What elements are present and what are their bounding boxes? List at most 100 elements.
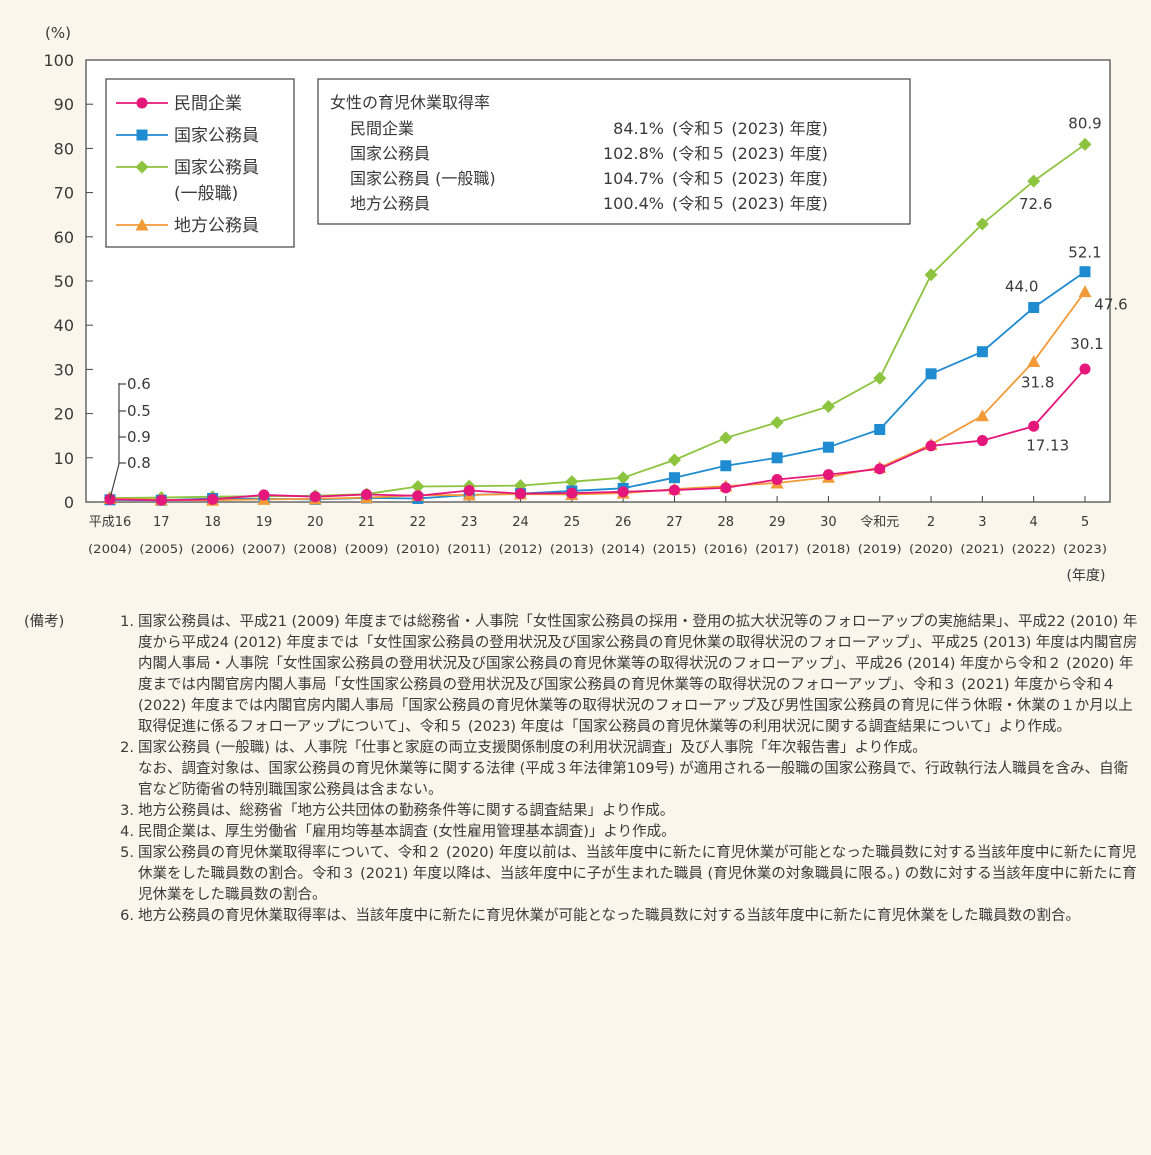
legend-label: 民間企業 (174, 94, 242, 114)
y-tick-label: 10 (54, 449, 74, 468)
y-tick-label: 100 (43, 51, 74, 70)
x-tick-label-era: 19 (256, 515, 273, 530)
data-point (1078, 285, 1092, 298)
x-tick-label-year: (2013) (550, 542, 594, 556)
data-point (822, 469, 834, 481)
data-point (822, 441, 834, 453)
inset-row-note: (令和５ (2023) 年度) (672, 194, 828, 213)
inset-row-note: (令和５ (2023) 年度) (672, 169, 828, 188)
legend-label: 国家公務員 (174, 158, 259, 178)
data-label: 31.8 (1021, 373, 1054, 391)
data-point (515, 488, 527, 500)
x-tick-label-era: 22 (410, 515, 427, 530)
data-point (565, 475, 579, 489)
data-label: 72.6 (1019, 195, 1052, 213)
data-point (258, 489, 270, 501)
x-tick-label-era: 18 (204, 515, 221, 530)
x-tick-label-year: (2011) (447, 542, 491, 556)
x-tick-label-era: 24 (512, 515, 529, 530)
inset-row-note: (令和５ (2023) 年度) (672, 119, 828, 138)
data-label: 52.1 (1068, 244, 1101, 262)
legend-label: 地方公務員 (174, 216, 259, 236)
data-point (1028, 302, 1040, 314)
notes-label (24, 906, 96, 927)
data-point (770, 415, 784, 429)
x-tick-label-era: 27 (666, 515, 683, 530)
note-item: 5. 国家公務員の育児休業取得率について、令和２ (2020) 年度以前は、当該年… (24, 843, 1140, 906)
note-number: 2. (120, 740, 134, 756)
inset-row-value: 102.8% (603, 144, 664, 163)
data-point (207, 493, 219, 505)
data-point (1027, 354, 1041, 367)
data-point (1079, 266, 1091, 278)
x-tick-label-year: (2009) (345, 542, 389, 556)
legend-label: 国家公務員 (174, 126, 259, 146)
inset-row-label: 民間企業 (350, 119, 414, 138)
x-tick-label-year: (2007) (242, 542, 286, 556)
x-tick-label-year: (2020) (909, 542, 953, 556)
x-tick-label-year: (2010) (396, 542, 440, 556)
note-item: 4. 民間企業は、厚生労働省「雇用均等基本調査 (女性雇用管理基本調査)」より作成… (24, 822, 1140, 843)
notes-label (24, 738, 96, 759)
x-tick-label-era: 20 (307, 515, 324, 530)
x-tick-label-year: (2017) (755, 542, 799, 556)
data-point (136, 129, 148, 141)
data-point (411, 480, 425, 494)
data-point (924, 268, 938, 282)
note-number: 6. (120, 908, 134, 924)
data-point (616, 471, 630, 485)
note-item: 2. 国家公務員 (一般職) は、人事院「仕事と家庭の両立支援関係制度の利用状況調… (24, 738, 1140, 759)
data-point (668, 484, 680, 496)
note-number: 1. (120, 614, 134, 630)
x-tick-label-year: (2006) (191, 542, 235, 556)
note-number: 5. (120, 845, 134, 861)
x-tick-label-era: 令和元 (860, 515, 899, 530)
data-label: 17.13 (1026, 436, 1069, 454)
data-point (136, 97, 148, 109)
note-item: 6. 地方公務員の育児休業取得率は、当該年度中に新たに育児休業が可能となった職員数… (24, 906, 1140, 927)
data-point (874, 463, 886, 475)
notes-section: (備考) 1. 国家公務員は、平成21 (2009) 年度までは総務省・人事院「女性… (24, 612, 1140, 927)
inset-row-label: 国家公務員 (350, 144, 430, 163)
notes-label (24, 843, 96, 906)
data-point (771, 452, 783, 464)
data-label: 80.9 (1068, 114, 1101, 132)
notes-label (24, 801, 96, 822)
inset-row-label: 国家公務員 (一般職) (350, 169, 496, 188)
note-text: 国家公務員は、平成21 (2009) 年度までは総務省・人事院「女性国家公務員の… (138, 614, 1138, 735)
data-point (925, 368, 937, 380)
x-axis-unit: (年度) (1067, 568, 1106, 584)
inset-title: 女性の育児休業取得率 (330, 93, 490, 112)
x-tick-label-year: (2021) (960, 542, 1004, 556)
x-tick-label-era: 30 (820, 515, 837, 530)
data-point (1027, 174, 1041, 188)
legend-box (105, 78, 295, 248)
data-point (412, 490, 424, 502)
x-tick-label-year: (2022) (1012, 542, 1056, 556)
x-tick-label-year: (2019) (858, 542, 902, 556)
x-tick-label-year: (2014) (601, 542, 645, 556)
y-tick-label: 0 (64, 493, 74, 512)
x-tick-label-era: 2 (927, 515, 935, 530)
data-point (667, 453, 681, 467)
x-tick-label-era: 5 (1081, 515, 1089, 530)
data-point (873, 371, 887, 385)
note-number: 4. (120, 824, 134, 840)
note-number (96, 759, 138, 801)
inset-box (317, 78, 911, 225)
note-text: 国家公務員の育児休業取得率について、令和２ (2020) 年度以前は、当該年度中… (138, 845, 1137, 903)
legend-label: (一般職) (174, 184, 238, 204)
x-tick-label-year: (2023) (1063, 542, 1107, 556)
callout-label: 0.8 (127, 454, 151, 472)
x-tick-label-era: 26 (615, 515, 632, 530)
callout-label: 0.9 (127, 428, 151, 446)
data-label: 30.1 (1070, 335, 1103, 353)
notes-label: (備考) (24, 614, 65, 630)
x-tick-label-year: (2008) (293, 542, 337, 556)
data-point (720, 482, 732, 494)
data-point (821, 400, 835, 414)
data-point (155, 494, 167, 506)
data-point (925, 440, 937, 452)
data-point (1079, 363, 1091, 375)
data-point (720, 460, 732, 472)
